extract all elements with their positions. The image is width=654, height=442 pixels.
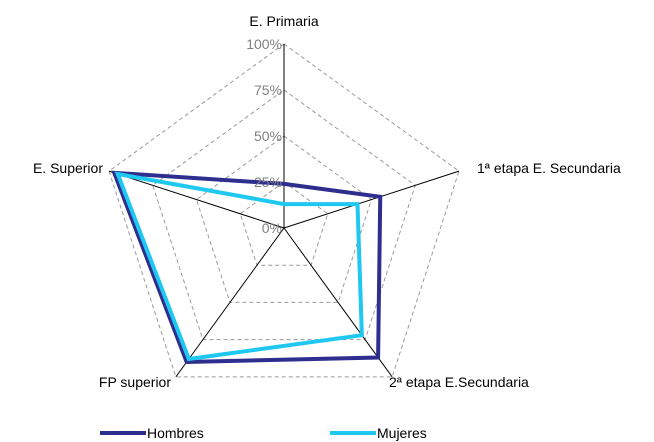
tick-label-0: 0% [262, 220, 282, 236]
category-label-1: 1ª etapa E. Secundaria [477, 160, 621, 176]
legend-label-mujeres: Mujeres [377, 425, 427, 441]
category-label-2: 2ª etapa E.Secundaria [389, 374, 529, 390]
legend-label-hombres: Hombres [147, 425, 204, 441]
tick-label-3: 75% [254, 82, 282, 98]
series [114, 173, 380, 362]
series-line-mujeres [118, 174, 362, 359]
axis-spoke-1 [284, 171, 459, 228]
tick-labels: 0% 25% 50% 75% 100% [246, 36, 282, 236]
tick-label-1: 25% [254, 174, 282, 190]
legend-swatch-hombres [100, 431, 146, 435]
category-label-0: E. Primaria [249, 13, 318, 29]
legend-swatch-mujeres [330, 431, 376, 435]
legend-item-hombres: Hombres [100, 424, 204, 442]
axes [109, 44, 459, 377]
legend-item-mujeres: Mujeres [330, 424, 427, 442]
tick-label-2: 50% [254, 128, 282, 144]
category-labels: E. Primaria 1ª etapa E. Secundaria 2ª etap… [33, 13, 621, 390]
category-label-3: FP superior [99, 374, 171, 390]
tick-label-4: 100% [246, 36, 282, 52]
category-label-4: E. Superior [33, 160, 103, 176]
